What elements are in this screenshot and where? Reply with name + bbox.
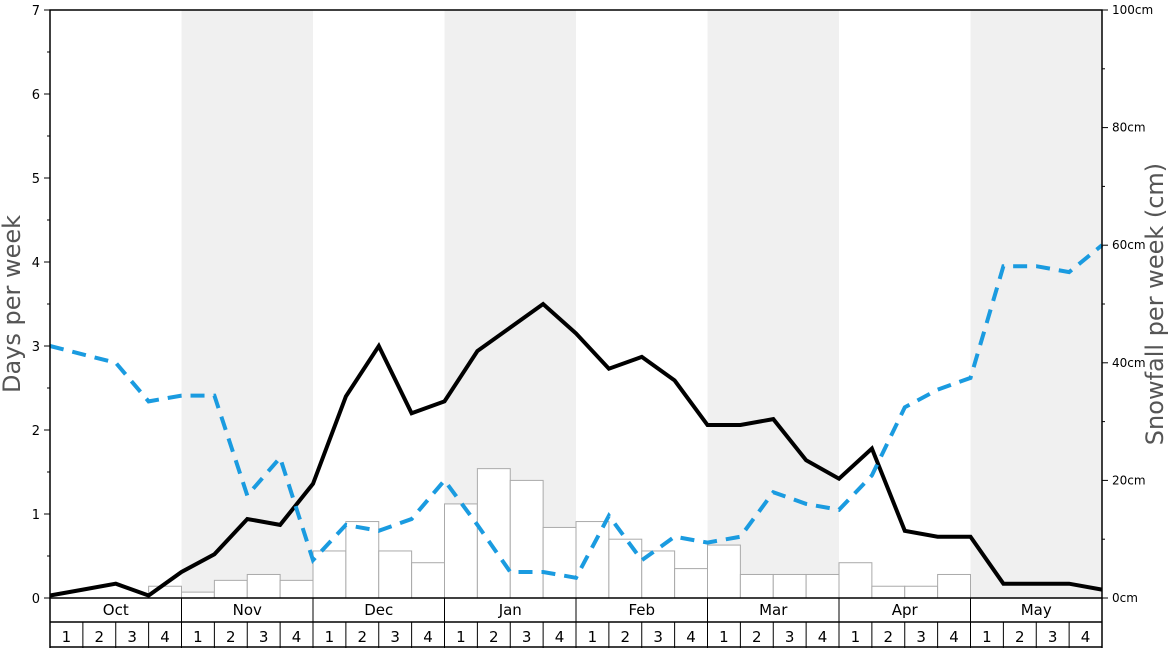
snowfall-bar [509, 479, 544, 599]
left-tick-label: 1 [32, 508, 40, 523]
snowfall-bar [739, 573, 774, 599]
left-tick-label: 2 [32, 424, 40, 439]
week-label: 2 [358, 628, 368, 646]
month-band-shade [707, 10, 839, 598]
snowfall-bar [904, 585, 939, 599]
week-label: 3 [1048, 628, 1058, 646]
right-tick-label: 80cm [1112, 121, 1146, 135]
snowfall-bar [181, 591, 215, 599]
week-label: 3 [390, 628, 400, 646]
snowfall-bars [148, 468, 971, 599]
right-tick-label: 40cm [1112, 356, 1146, 370]
snowfall-bar [674, 568, 708, 599]
snowfall-bar [213, 579, 248, 599]
snowfall-bar [345, 521, 380, 599]
left-tick-label: 5 [32, 172, 40, 187]
week-label: 2 [884, 628, 894, 646]
snowfall-bar [246, 573, 281, 599]
week-label: 4 [555, 628, 565, 646]
week-label: 2 [95, 628, 105, 646]
snowfall-bar [279, 579, 314, 599]
week-label: 3 [522, 628, 532, 646]
month-label: Mar [759, 601, 788, 619]
day-lines [49, 243, 1104, 598]
month-label: May [1021, 601, 1052, 619]
month-label: Dec [364, 601, 393, 619]
left-tick-label: 3 [32, 340, 40, 355]
snowfall-bar [411, 562, 445, 599]
left-axis-title: Days per week [0, 215, 26, 393]
month-label: Oct [103, 601, 129, 619]
week-label: 2 [1015, 628, 1025, 646]
snowfall-bar [575, 521, 610, 599]
week-label: 1 [62, 628, 72, 646]
week-label: 1 [719, 628, 729, 646]
month-label: Apr [892, 601, 919, 619]
right-tick-label: 20cm [1112, 473, 1146, 487]
week-label: 3 [127, 628, 137, 646]
week-label: 3 [916, 628, 926, 646]
week-label: 4 [160, 628, 170, 646]
month-band-shade [970, 10, 1102, 598]
solid-day-line [49, 301, 1103, 598]
week-label: 3 [653, 628, 663, 646]
month-band-shade [181, 10, 313, 598]
snowfall-bar [444, 503, 478, 599]
left-tick-label: 7 [32, 4, 40, 19]
snowfall-bar [838, 562, 873, 599]
month-label: Nov [233, 601, 262, 619]
dashed-day-line [49, 243, 1104, 581]
week-label: 3 [785, 628, 795, 646]
week-label: 1 [456, 628, 466, 646]
snowfall-bar [641, 550, 676, 599]
snowfall-bar [542, 526, 577, 599]
week-label: 2 [752, 628, 762, 646]
week-label: 1 [325, 628, 335, 646]
right-tick-label: 100cm [1112, 3, 1153, 17]
month-bands [181, 10, 1102, 598]
left-tick-label: 0 [32, 592, 40, 607]
snowfall-bar [378, 550, 413, 599]
month-label: Feb [628, 601, 655, 619]
snowfall-bar [608, 538, 643, 599]
snowfall-bar [707, 544, 741, 599]
week-label: 4 [1081, 628, 1091, 646]
week-label: 4 [423, 628, 433, 646]
week-label: 2 [489, 628, 499, 646]
left-tick-label: 6 [32, 88, 40, 103]
week-label: 1 [588, 628, 598, 646]
snowfall-bar [805, 573, 840, 599]
week-label: 4 [292, 628, 302, 646]
week-label: 3 [259, 628, 269, 646]
snowfall-bar [937, 573, 971, 599]
left-tick-label: 4 [32, 256, 40, 271]
snowfall-bar [871, 585, 906, 599]
month-label: Jan [498, 601, 522, 619]
week-label: 4 [949, 628, 959, 646]
month-week-table: Oct Nov Dec Jan Feb Mar Apr May 1 2 3 4 1 2 3 4 1 2 3 4 1 2 3 4… [49, 598, 1103, 648]
week-label: 4 [818, 628, 828, 646]
week-label: 4 [686, 628, 696, 646]
snowfall-bar [312, 550, 347, 599]
snowfall-bar [772, 573, 807, 599]
week-label: 2 [621, 628, 631, 646]
week-label: 1 [851, 628, 861, 646]
week-label: 1 [193, 628, 203, 646]
right-tick-label: 0cm [1112, 591, 1138, 605]
right-axis-title: Snowfall per week (cm) [1141, 163, 1168, 445]
right-tick-label: 60cm [1112, 238, 1146, 252]
week-label: 1 [982, 628, 992, 646]
week-label: 2 [226, 628, 236, 646]
